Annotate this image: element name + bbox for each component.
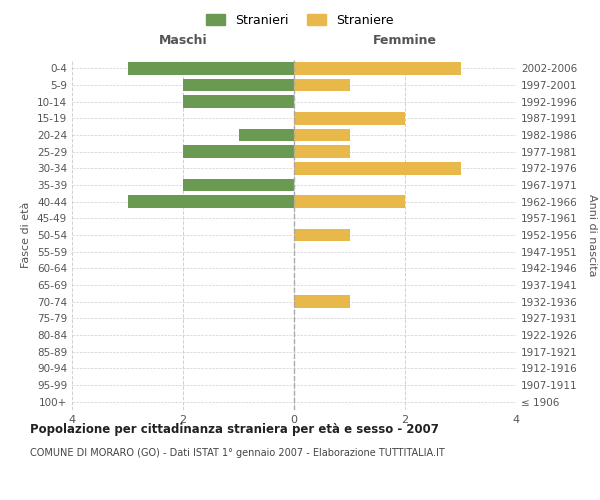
Y-axis label: Fasce di età: Fasce di età [22, 202, 31, 268]
Bar [294, 79, 350, 92]
Bar [183, 79, 294, 92]
Bar [294, 129, 350, 141]
Text: Maschi: Maschi [158, 34, 208, 46]
Bar [294, 146, 350, 158]
Bar [294, 162, 461, 174]
Text: Femmine: Femmine [373, 34, 437, 46]
Legend: Stranieri, Straniere: Stranieri, Straniere [202, 8, 398, 32]
Bar [239, 129, 294, 141]
Bar [294, 229, 350, 241]
Bar [128, 62, 294, 74]
Bar [128, 196, 294, 208]
Bar [294, 296, 350, 308]
Bar [294, 112, 405, 124]
Text: Popolazione per cittadinanza straniera per età e sesso - 2007: Popolazione per cittadinanza straniera p… [30, 422, 439, 436]
Bar [183, 179, 294, 192]
Y-axis label: Anni di nascita: Anni di nascita [587, 194, 597, 276]
Text: COMUNE DI MORARO (GO) - Dati ISTAT 1° gennaio 2007 - Elaborazione TUTTITALIA.IT: COMUNE DI MORARO (GO) - Dati ISTAT 1° ge… [30, 448, 445, 458]
Bar [183, 146, 294, 158]
Bar [183, 96, 294, 108]
Bar [294, 62, 461, 74]
Bar [294, 196, 405, 208]
